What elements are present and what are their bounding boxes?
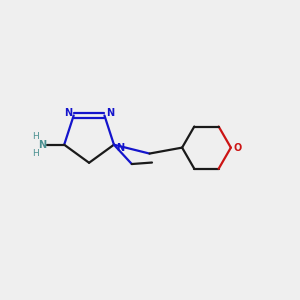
Text: N: N — [38, 140, 46, 150]
Text: H: H — [32, 148, 39, 158]
Text: O: O — [233, 142, 242, 153]
Text: N: N — [106, 108, 115, 118]
Text: H: H — [32, 132, 39, 141]
Text: N: N — [116, 143, 124, 153]
Text: N: N — [64, 108, 72, 118]
